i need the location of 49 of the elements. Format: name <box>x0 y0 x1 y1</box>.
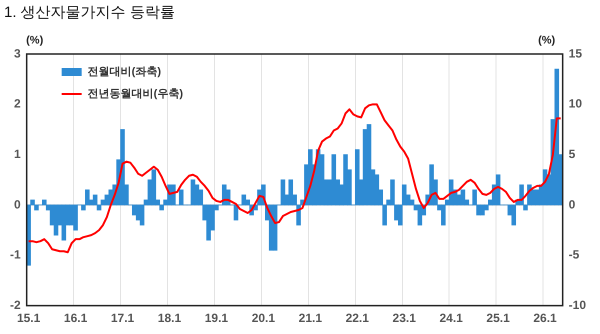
x-tick-label: 26.1 <box>533 311 558 326</box>
bar <box>354 149 360 206</box>
bar <box>343 154 348 206</box>
bar <box>288 179 294 206</box>
y-tick-label: 2 <box>14 96 21 111</box>
bar <box>460 190 466 206</box>
y-axis-title: (%) <box>26 34 44 47</box>
bar <box>418 204 422 226</box>
x-tick-label: 19.1 <box>204 311 228 326</box>
legend-label: 전년동월대비(우축) <box>88 88 184 100</box>
bar <box>480 204 485 216</box>
x-tick-label: 21.1 <box>298 311 322 326</box>
y2-axis-title: (%) <box>538 34 556 47</box>
bar <box>120 129 125 206</box>
x-tick-label: 15.1 <box>16 311 41 326</box>
chart-title: 1. 생산자물가지수 등락률 <box>4 4 175 22</box>
bar <box>152 169 156 206</box>
bar <box>272 204 278 251</box>
legend-label: 전월대비(좌축) <box>88 66 162 78</box>
bar <box>496 174 500 206</box>
y-tick-label: 3 <box>14 46 21 60</box>
y2-tick-label: 0 <box>568 197 576 212</box>
x-tick-label: 17.1 <box>110 311 135 326</box>
y2-tick-label: -10 <box>568 298 586 312</box>
bar <box>62 204 66 241</box>
y2-tick-label: 15 <box>568 46 582 60</box>
bar <box>190 179 196 206</box>
y2-tick-label: 5 <box>568 146 576 161</box>
x-tick-label: 18.1 <box>158 311 182 326</box>
bar <box>280 179 286 206</box>
y-tick-label: 0 <box>14 197 21 212</box>
y-tick-label: 1 <box>14 146 21 161</box>
bar <box>73 204 78 230</box>
bar <box>242 194 246 206</box>
y-tick-label: -1 <box>10 248 21 262</box>
bar <box>332 154 336 206</box>
y-tick-label: -2 <box>10 298 21 312</box>
bar <box>366 124 372 206</box>
x-tick-label: 16.1 <box>64 311 88 326</box>
bar <box>234 204 238 220</box>
x-tick-label: 24.1 <box>439 311 464 326</box>
bar <box>54 204 58 236</box>
x-tick-label: 23.1 <box>392 311 416 326</box>
x-tick-label: 22.1 <box>346 311 370 326</box>
x-tick-label: 25.1 <box>486 311 510 326</box>
x-tick-label: 20.1 <box>252 311 276 326</box>
bar <box>178 190 184 206</box>
y2-tick-label: -5 <box>568 248 580 262</box>
y2-tick-label: 10 <box>568 96 582 111</box>
